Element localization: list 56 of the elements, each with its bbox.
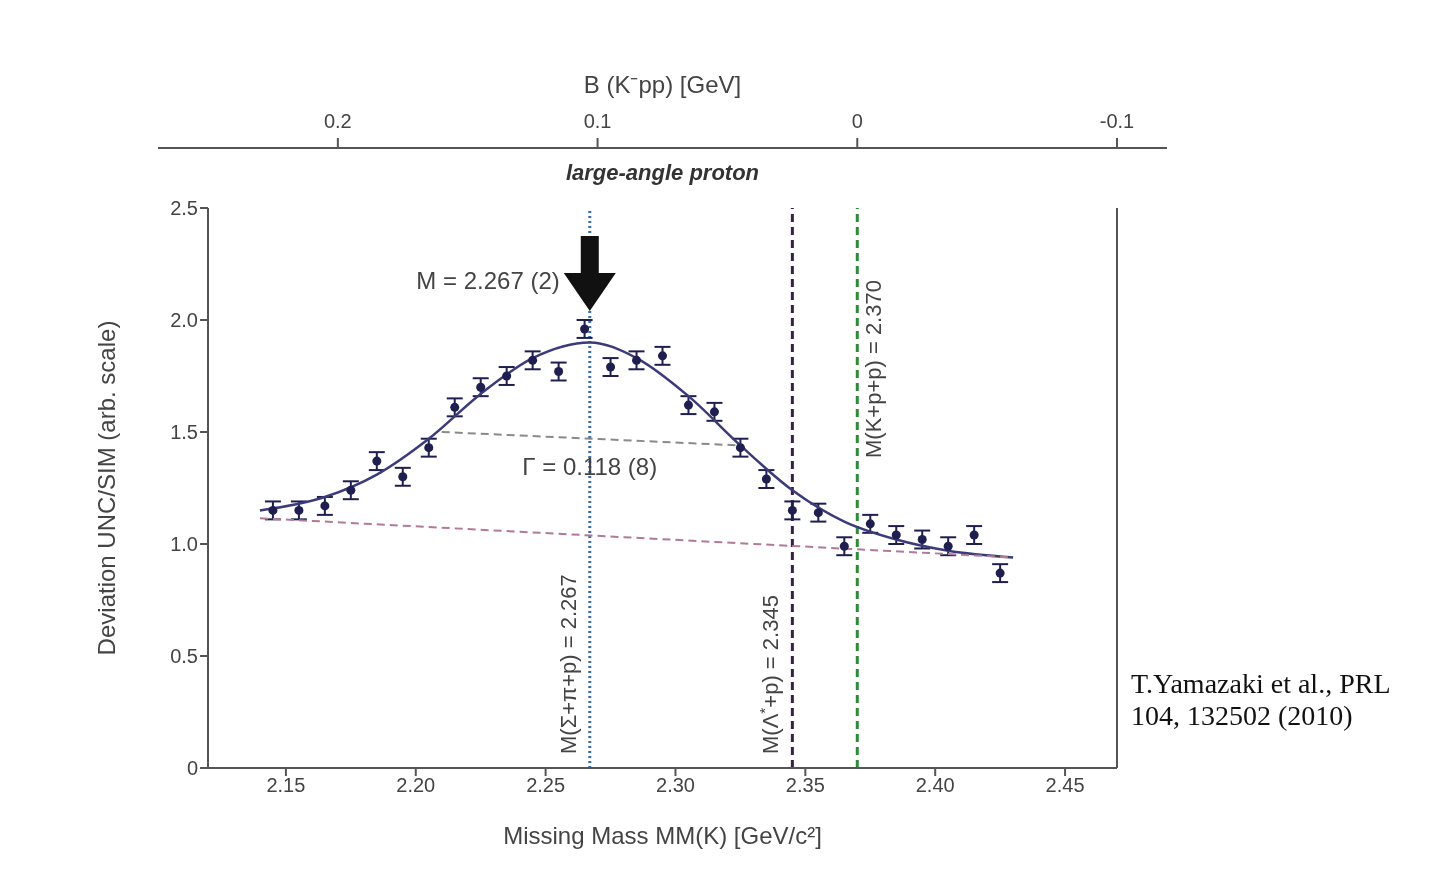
point [787,505,797,515]
point [294,505,304,515]
x-axis-title: Missing Mass MM(K) [GeV/c²] [503,822,822,849]
x-tick-label: 2.15 [266,774,306,797]
ref-line-label: M(K+p+p) = 2.370 [861,280,887,458]
point [372,456,382,466]
point [813,508,823,518]
annotation: Γ = 0.118 (8) [522,452,658,480]
x-tick-label: 2.25 [526,774,566,797]
x2-tick-label: 0 [851,110,863,132]
point [917,535,927,545]
point [398,472,408,482]
x-tick-label: 2.45 [1045,774,1085,797]
y-tick-label: 2.5 [170,197,198,220]
point [735,443,745,453]
point [268,505,278,515]
point [891,530,901,540]
y-tick-label: 1.0 [170,533,198,556]
y-tick-label: 0 [186,757,198,780]
point [839,541,849,551]
point [476,382,486,392]
x-tick-label: 2.35 [785,774,825,797]
y-tick-label: 1.5 [170,421,198,444]
x-tick-label: 2.30 [656,774,695,797]
point [580,324,590,334]
y-axis-title: Deviation UNC/SIM (arb. scale) [92,320,120,656]
point [969,530,979,540]
point [657,351,668,361]
point [606,362,616,372]
point [943,541,953,551]
point [683,400,693,410]
x2-tick-label: 0.2 [323,110,352,132]
point [709,407,719,417]
point [554,367,564,377]
point [761,474,771,484]
x-tick-label: 2.20 [396,774,436,797]
point [632,355,642,365]
point [865,519,875,529]
point [528,355,538,365]
annotation: M = 2.267 (2) [416,266,560,294]
x2-tick-label: 0.1 [583,110,612,132]
text: T.Yamazaki et al., PRL 104, 132502 (2010) [1131,668,1391,732]
x-tick-label: 2.40 [915,774,955,797]
y-tick-label: 2.0 [170,309,198,332]
y-tick-label: 0.5 [170,645,198,668]
point [424,443,434,453]
ref-line-label: M(Σ+π+p) = 2.267 [555,574,581,754]
chart-title: large-angle proton [564,160,761,186]
point [346,485,356,495]
x2-tick-label: -0.1 [1099,110,1135,132]
point [450,402,460,412]
x2-axis-title: B (K⁻pp) [GeV] [583,71,742,98]
point [995,568,1005,578]
point [502,371,512,381]
point [320,501,330,511]
line-series [258,341,1015,559]
